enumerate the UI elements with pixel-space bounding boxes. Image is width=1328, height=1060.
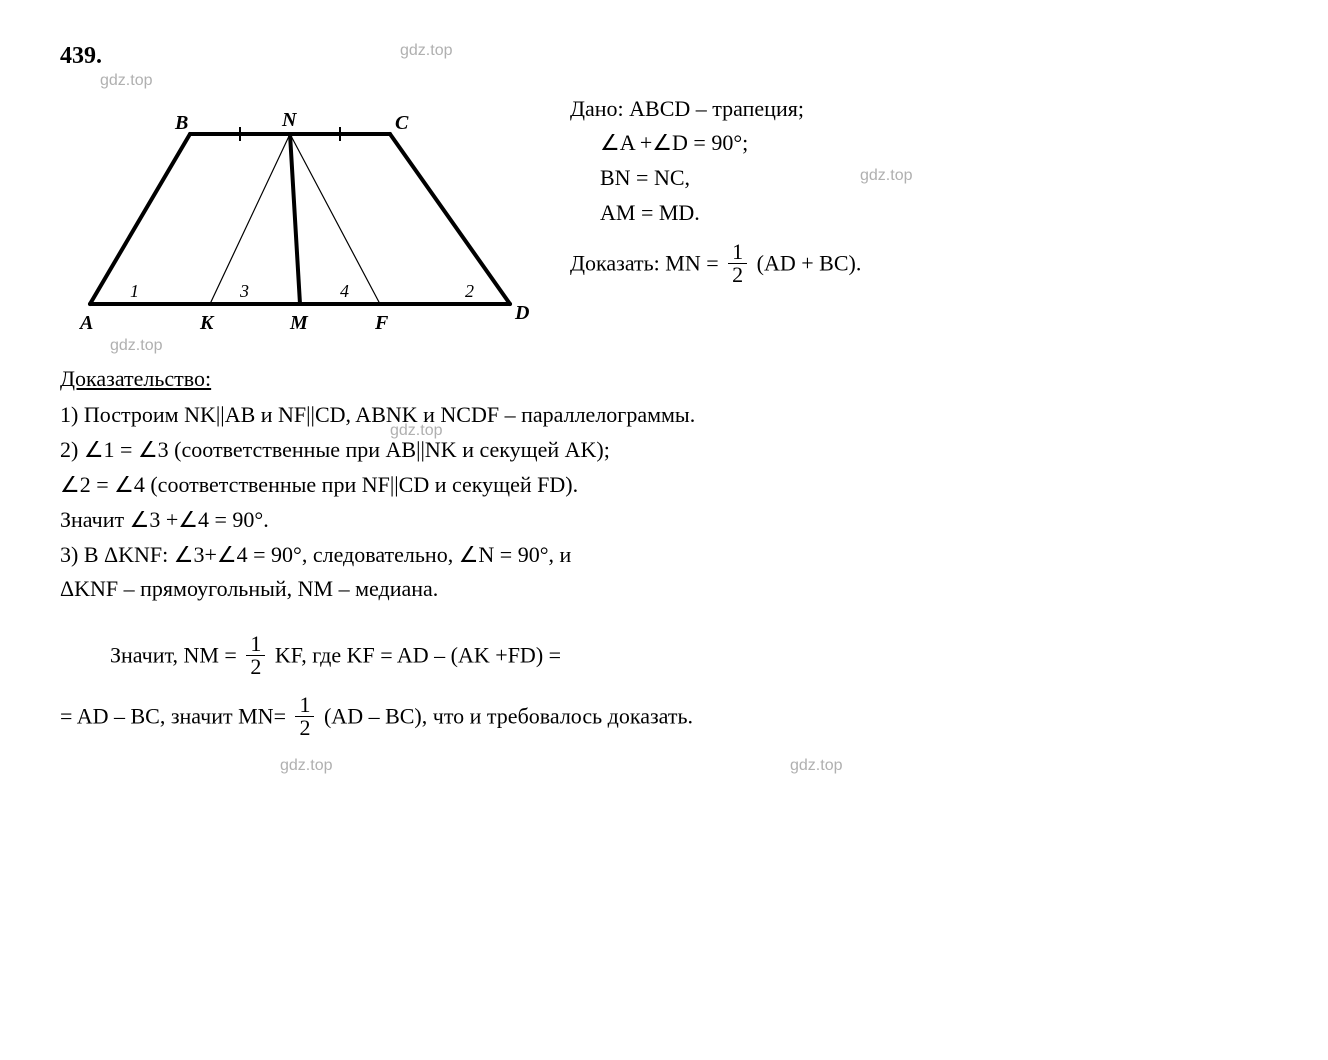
final1-frac-num: 1 — [246, 633, 265, 656]
final2-frac-num: 1 — [295, 694, 314, 717]
prove-frac-num: 1 — [728, 241, 747, 264]
final1-prefix: Значит, NM = — [110, 643, 242, 668]
final1-frac-den: 2 — [246, 656, 265, 678]
svg-text:4: 4 — [340, 281, 349, 301]
proof-line-2: 2) ∠1 = ∠3 (соответственные при AB||NK и… — [60, 435, 1268, 466]
proof-title: Доказательство: — [60, 364, 1268, 395]
proof-line-6: ΔKNF – прямоугольный, NM – медиана. — [60, 574, 1268, 605]
prove-fraction: 1 2 — [728, 241, 747, 286]
svg-text:D: D — [514, 302, 529, 324]
final2-fraction: 1 2 — [295, 694, 314, 739]
prove-line: Доказать: MN = 1 2 (AD + BC). — [570, 243, 1268, 288]
watermark-text: gdz.top — [280, 755, 332, 777]
prove-suffix: (AD + BC). — [757, 250, 862, 275]
given-line-3: AM = MD. — [570, 198, 1268, 229]
given-block: Дано: ABCD – трапеция; ∠A +∠D = 90°; BN … — [570, 84, 1268, 292]
given-line-1: ∠A +∠D = 90°; — [570, 128, 1268, 159]
proof-block: Доказательство: 1) Построим NK||AB и NF|… — [60, 364, 1268, 742]
svg-text:F: F — [374, 312, 389, 334]
given-title: Дано: ABCD – трапеция; — [570, 94, 1268, 125]
svg-text:3: 3 — [239, 281, 249, 301]
svg-text:N: N — [281, 109, 298, 131]
svg-text:C: C — [395, 112, 409, 134]
svg-text:B: B — [174, 112, 188, 134]
svg-text:K: K — [199, 312, 215, 334]
svg-text:M: M — [289, 312, 309, 334]
final2-frac-den: 2 — [295, 717, 314, 739]
proof-final-1: Значит, NM = 1 2 KF, где KF = AD – (AK +… — [60, 635, 1268, 680]
given-line-2: BN = NC, — [570, 163, 1268, 194]
final2-prefix: = AD – BC, значит MN= — [60, 704, 291, 729]
prove-prefix: Доказать: MN = — [570, 250, 724, 275]
svg-text:A: A — [78, 312, 93, 334]
proof-line-1: 1) Построим NK||AB и NF||CD, ABNK и NCDF… — [60, 400, 1268, 431]
proof-line-3: ∠2 = ∠4 (соответственные при NF||CD и се… — [60, 470, 1268, 501]
proof-final-2: = AD – BC, значит MN= 1 2 (AD – BC), что… — [60, 696, 1268, 741]
final2-suffix: (AD – BC), что и требовалось доказать. — [324, 704, 693, 729]
proof-line-4: Значит ∠3 +∠4 = 90°. — [60, 505, 1268, 536]
diagram-container: A D B C N M K F 1 3 4 2 — [60, 84, 540, 344]
trapezoid-diagram: A D B C N M K F 1 3 4 2 — [60, 84, 540, 344]
top-row: A D B C N M K F 1 3 4 2 Дано: ABCD – трапеция; ∠A +… — [60, 84, 1268, 344]
final1-suffix: KF, где KF = AD – (AK +FD) = — [275, 643, 561, 668]
watermark-text: gdz.top — [790, 755, 842, 777]
prove-frac-den: 2 — [728, 264, 747, 286]
problem-number: 439. — [60, 40, 1268, 74]
svg-text:1: 1 — [130, 281, 139, 301]
svg-text:2: 2 — [465, 281, 474, 301]
final1-fraction: 1 2 — [246, 633, 265, 678]
proof-line-5: 3) В ΔKNF: ∠3+∠4 = 90°, следовательно, ∠… — [60, 540, 1268, 571]
